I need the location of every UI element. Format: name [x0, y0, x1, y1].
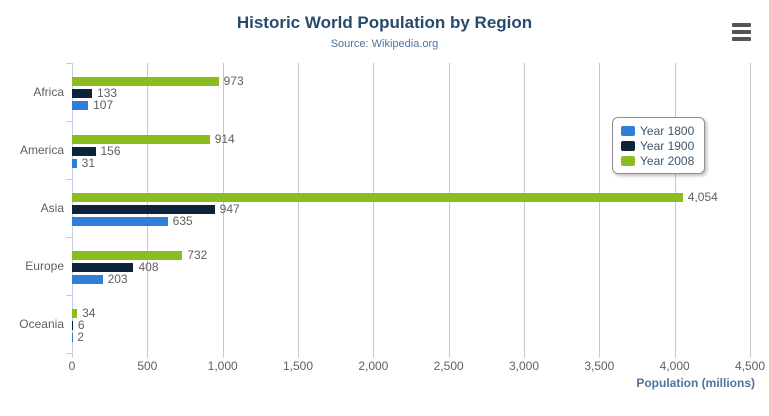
x-axis-tick-label: 3,000	[508, 359, 540, 373]
gridline	[298, 63, 299, 353]
x-axis-tick-label: 3,500	[584, 359, 615, 373]
chart-title: Historic World Population by Region	[236, 13, 533, 32]
x-axis-tick-label: 1,500	[282, 359, 314, 373]
x-axis-tick-label: 0	[68, 359, 76, 373]
bar-value-label: 4,054	[687, 190, 718, 204]
x-axis-tick	[750, 353, 751, 358]
legend-label: Year 2008	[640, 153, 695, 168]
x-axis-tick	[147, 353, 149, 358]
category-label-oceania: Oceania	[19, 317, 64, 331]
bar-value-label: 2	[77, 330, 84, 344]
legend: Year 1800 Year 1900 Year 2008	[612, 117, 706, 174]
gridline	[599, 63, 601, 353]
bar-oceania-year-1900[interactable]	[72, 321, 73, 330]
bar-europe-year-1900[interactable]	[72, 263, 134, 272]
x-axis-title: Population (millions)	[636, 376, 755, 390]
legend-item-year-1900[interactable]: Year 1900	[621, 138, 694, 153]
category-label-america: America	[19, 143, 64, 157]
y-axis-tick	[66, 237, 72, 238]
bar-value-label: 156	[100, 144, 121, 158]
x-axis-tick-label: 4,000	[659, 359, 690, 373]
x-axis-tick-label: 1,000	[207, 359, 238, 373]
bar-value-label: 34	[82, 306, 96, 320]
bar-value-label: 635	[172, 214, 193, 228]
gridline	[222, 63, 224, 353]
x-axis-tick	[674, 353, 676, 358]
legend-item-year-1800[interactable]: Year 1800	[621, 123, 694, 138]
chart-subtitle: Source: Wikipedia.org	[330, 38, 439, 50]
bar-asia-year-1800[interactable]	[72, 217, 168, 226]
bar-value-label: 133	[97, 86, 118, 100]
bar-value-label: 973	[223, 74, 244, 88]
gridline	[524, 63, 525, 353]
legend-item-year-2008[interactable]: Year 2008	[621, 153, 694, 168]
legend-swatch-year-2008	[621, 155, 635, 166]
bar-africa-year-1900[interactable]	[72, 89, 93, 98]
y-axis-tick	[66, 353, 72, 354]
category-label-asia: Asia	[40, 201, 64, 215]
gridline	[373, 63, 375, 353]
x-axis-tick	[448, 353, 450, 358]
bar-europe-year-2008[interactable]	[72, 251, 183, 260]
hamburger-menu-icon	[732, 23, 751, 41]
bar-america-year-1800[interactable]	[72, 159, 77, 168]
gridline	[448, 63, 450, 353]
legend-label: Year 1800	[640, 123, 695, 138]
bar-value-label: 947	[219, 202, 240, 216]
x-axis-tick	[298, 353, 299, 358]
bar-value-label: 107	[93, 98, 114, 112]
x-axis-tick	[373, 353, 375, 358]
legend-swatch-year-1800	[621, 125, 635, 136]
x-axis-tick	[222, 353, 224, 358]
bar-asia-year-1900[interactable]	[72, 205, 215, 214]
bar-africa-year-2008[interactable]	[72, 77, 219, 86]
bar-america-year-1900[interactable]	[72, 147, 96, 156]
gridline	[750, 63, 751, 353]
bar-value-label: 203	[107, 272, 128, 286]
gridline	[674, 63, 676, 353]
x-axis-tick	[524, 353, 525, 358]
x-axis-tick	[72, 353, 73, 358]
x-axis-tick-label: 2,000	[358, 359, 389, 373]
category-label-europe: Europe	[25, 259, 64, 273]
bar-oceania-year-2008[interactable]	[72, 309, 78, 318]
x-axis-tick-label: 4,500	[734, 359, 766, 373]
x-axis-tick-label: 2,500	[433, 359, 464, 373]
bar-value-label: 6	[77, 318, 85, 332]
y-axis-tick	[66, 179, 72, 180]
bar-value-label: 732	[187, 248, 208, 262]
legend-swatch-year-1900	[621, 140, 635, 151]
bar-europe-year-1800[interactable]	[72, 275, 103, 284]
y-axis-tick	[66, 63, 72, 64]
category-label-africa: Africa	[33, 85, 64, 99]
bar-value-label: 31	[81, 156, 96, 170]
y-axis-tick	[66, 295, 72, 296]
bar-africa-year-1800[interactable]	[72, 101, 89, 110]
x-axis-tick-label: 500	[137, 359, 158, 373]
bar-america-year-2008[interactable]	[72, 135, 210, 144]
export-menu-button[interactable]	[732, 23, 751, 41]
y-axis-tick	[66, 121, 72, 122]
legend-label: Year 1900	[640, 138, 695, 153]
x-axis-tick	[599, 353, 601, 358]
bar-value-label: 914	[214, 132, 235, 146]
bar-value-label: 408	[138, 260, 159, 274]
bar-asia-year-2008[interactable]	[72, 193, 683, 202]
